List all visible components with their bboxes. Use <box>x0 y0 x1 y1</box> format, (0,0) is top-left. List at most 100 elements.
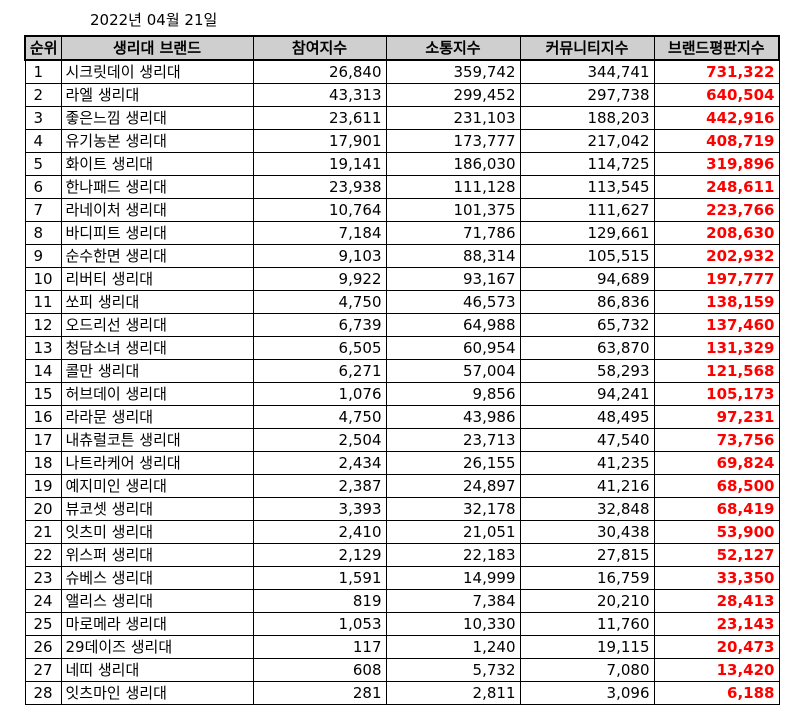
reputation-cell: 68,500 <box>653 474 780 498</box>
table-row: 9 순수한면 생리대 9,103 88,314 105,515 202,932 <box>24 244 780 268</box>
communication-cell: 88,314 <box>385 244 521 268</box>
table-row: 27 네띠 생리대 608 5,732 7,080 13,420 <box>24 658 780 682</box>
community-cell: 113,545 <box>519 175 655 199</box>
brand-cell: 슈베스 생리대 <box>60 566 254 590</box>
brand-cell: 유기농본 생리대 <box>60 129 254 153</box>
reputation-cell: 97,231 <box>653 405 780 429</box>
reputation-cell: 640,504 <box>653 83 780 107</box>
reputation-cell: 73,756 <box>653 428 780 452</box>
community-cell: 94,689 <box>519 267 655 291</box>
brand-cell: 위스퍼 생리대 <box>60 543 254 567</box>
brand-cell: 한나패드 생리대 <box>60 175 254 199</box>
table-row: 21 잇츠미 생리대 2,410 21,051 30,438 53,900 <box>24 520 780 544</box>
brand-cell: 뷰코셋 생리대 <box>60 497 254 521</box>
reputation-cell: 442,916 <box>653 106 780 130</box>
rank-cell: 5 <box>24 152 62 176</box>
brand-cell: 좋은느낌 생리대 <box>60 106 254 130</box>
brand-cell: 화이트 생리대 <box>60 152 254 176</box>
reputation-cell: 20,473 <box>653 635 780 659</box>
reputation-cell: 131,329 <box>653 336 780 360</box>
rank-cell: 10 <box>24 267 62 291</box>
community-cell: 65,732 <box>519 313 655 337</box>
rank-cell: 26 <box>24 635 62 659</box>
reputation-cell: 208,630 <box>653 221 780 245</box>
communication-cell: 359,742 <box>385 59 521 84</box>
table-row: 2 라엘 생리대 43,313 299,452 297,738 640,504 <box>24 83 780 107</box>
brand-cell: 마로메라 생리대 <box>60 612 254 636</box>
table-row: 15 허브데이 생리대 1,076 9,856 94,241 105,173 <box>24 382 780 406</box>
rank-cell: 9 <box>24 244 62 268</box>
rank-cell: 1 <box>24 59 62 84</box>
participation-cell: 2,434 <box>252 451 387 475</box>
community-cell: 47,540 <box>519 428 655 452</box>
community-cell: 20,210 <box>519 589 655 613</box>
participation-cell: 4,750 <box>252 405 387 429</box>
rank-cell: 27 <box>24 658 62 682</box>
brand-cell: 오드리선 생리대 <box>60 313 254 337</box>
table-row: 4 유기농본 생리대 17,901 173,777 217,042 408,719 <box>24 129 780 153</box>
brand-cell: 내츄럴코튼 생리대 <box>60 428 254 452</box>
community-cell: 27,815 <box>519 543 655 567</box>
participation-cell: 26,840 <box>252 59 387 84</box>
rank-cell: 22 <box>24 543 62 567</box>
reputation-cell: 137,460 <box>653 313 780 337</box>
community-cell: 3,096 <box>519 681 655 705</box>
rank-cell: 17 <box>24 428 62 452</box>
reputation-cell: 138,159 <box>653 290 780 314</box>
community-cell: 111,627 <box>519 198 655 222</box>
communication-cell: 5,732 <box>385 658 521 682</box>
participation-cell: 2,387 <box>252 474 387 498</box>
community-cell: 41,235 <box>519 451 655 475</box>
header-brand: 생리대 브랜드 <box>60 35 254 61</box>
rank-cell: 23 <box>24 566 62 590</box>
community-cell: 344,741 <box>519 59 655 84</box>
rank-cell: 3 <box>24 106 62 130</box>
participation-cell: 281 <box>252 681 387 705</box>
brand-cell: 순수한면 생리대 <box>60 244 254 268</box>
community-cell: 41,216 <box>519 474 655 498</box>
communication-cell: 111,128 <box>385 175 521 199</box>
community-cell: 188,203 <box>519 106 655 130</box>
rank-cell: 18 <box>24 451 62 475</box>
brand-cell: 청담소녀 생리대 <box>60 336 254 360</box>
rank-cell: 2 <box>24 83 62 107</box>
communication-cell: 26,155 <box>385 451 521 475</box>
header-rank: 순위 <box>24 35 62 61</box>
reputation-cell: 69,824 <box>653 451 780 475</box>
rank-cell: 13 <box>24 336 62 360</box>
reputation-cell: 23,143 <box>653 612 780 636</box>
header-reputation: 브랜드평판지수 <box>653 35 780 61</box>
rank-cell: 11 <box>24 290 62 314</box>
community-cell: 58,293 <box>519 359 655 383</box>
table-row: 25 마로메라 생리대 1,053 10,330 11,760 23,143 <box>24 612 780 636</box>
communication-cell: 2,811 <box>385 681 521 705</box>
community-cell: 114,725 <box>519 152 655 176</box>
rank-cell: 6 <box>24 175 62 199</box>
reputation-cell: 52,127 <box>653 543 780 567</box>
communication-cell: 101,375 <box>385 198 521 222</box>
communication-cell: 21,051 <box>385 520 521 544</box>
communication-cell: 71,786 <box>385 221 521 245</box>
brand-cell: 라엘 생리대 <box>60 83 254 107</box>
participation-cell: 23,611 <box>252 106 387 130</box>
table-row: 13 청담소녀 생리대 6,505 60,954 63,870 131,329 <box>24 336 780 360</box>
community-cell: 94,241 <box>519 382 655 406</box>
community-cell: 86,836 <box>519 290 655 314</box>
brand-cell: 잇츠마인 생리대 <box>60 681 254 705</box>
rank-cell: 4 <box>24 129 62 153</box>
table-row: 26 29데이즈 생리대 117 1,240 19,115 20,473 <box>24 635 780 659</box>
table-row: 14 콜만 생리대 6,271 57,004 58,293 121,568 <box>24 359 780 383</box>
community-cell: 217,042 <box>519 129 655 153</box>
rank-cell: 25 <box>24 612 62 636</box>
brand-cell: 쏘피 생리대 <box>60 290 254 314</box>
brand-cell: 바디피트 생리대 <box>60 221 254 245</box>
participation-cell: 19,141 <box>252 152 387 176</box>
participation-cell: 608 <box>252 658 387 682</box>
brand-cell: 시크릿데이 생리대 <box>60 59 254 84</box>
communication-cell: 22,183 <box>385 543 521 567</box>
header-community: 커뮤니티지수 <box>519 35 655 61</box>
table-row: 11 쏘피 생리대 4,750 46,573 86,836 138,159 <box>24 290 780 314</box>
community-cell: 105,515 <box>519 244 655 268</box>
rank-cell: 8 <box>24 221 62 245</box>
brand-cell: 예지미인 생리대 <box>60 474 254 498</box>
